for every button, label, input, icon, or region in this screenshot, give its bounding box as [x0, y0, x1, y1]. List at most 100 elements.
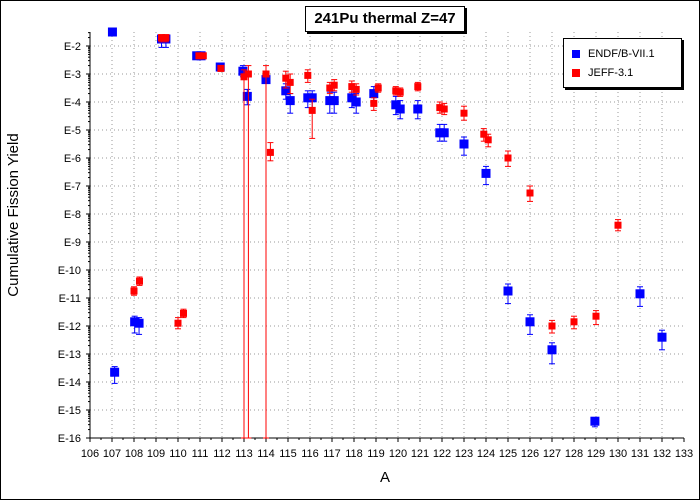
- point-endf: [590, 416, 600, 426]
- grid-lines: [90, 32, 684, 438]
- point-jeff: [436, 104, 444, 112]
- point-jeff: [162, 34, 170, 42]
- point-endf: [503, 286, 513, 296]
- point-jeff: [348, 83, 356, 91]
- y-tick-label: E-2: [64, 41, 81, 53]
- data-marks: [107, 27, 667, 439]
- point-jeff: [396, 88, 404, 96]
- chart-title: 241Pu thermal Z=47: [305, 6, 465, 32]
- y-tick-label: E-8: [64, 209, 81, 221]
- legend-item-endf: ENDF/B-VII.1: [572, 47, 655, 61]
- point-endf: [107, 27, 117, 37]
- legend-label-endf: ENDF/B-VII.1: [588, 48, 655, 60]
- x-tick-label: 127: [543, 448, 561, 460]
- y-tick-label: E-14: [58, 377, 81, 389]
- y-tick-label: E-3: [64, 69, 81, 81]
- x-tick-label: 132: [653, 448, 671, 460]
- point-jeff: [136, 277, 143, 285]
- x-tick-label: 107: [103, 448, 121, 460]
- point-endf: [459, 139, 469, 149]
- axes: [86, 32, 685, 442]
- point-endf: [439, 128, 449, 138]
- y-tick-label: E-11: [59, 293, 81, 305]
- x-tick-label: 115: [279, 448, 297, 460]
- point-jeff: [414, 83, 422, 91]
- point-jeff: [240, 73, 248, 81]
- point-jeff: [480, 130, 488, 138]
- x-tick-label: 106: [81, 448, 99, 460]
- point-endf: [285, 96, 295, 106]
- point-endf: [134, 318, 144, 328]
- point-endf: [395, 104, 405, 114]
- point-endf: [110, 367, 120, 377]
- x-tick-label: 126: [521, 448, 539, 460]
- x-tick-label: 112: [213, 448, 231, 460]
- legend-swatch-jeff: [572, 69, 580, 78]
- point-endf: [547, 345, 557, 355]
- x-tick-label: 133: [675, 448, 693, 460]
- x-tick-label: 124: [477, 448, 495, 460]
- x-tick-label: 110: [169, 448, 187, 460]
- point-jeff: [217, 64, 225, 72]
- y-tick-labels: E-2 E-3 E-4 E-5 E-6 E-7 E-8 E-9 E-10 E-11 E-12 E-13…: [58, 41, 81, 445]
- x-tick-label: 125: [499, 448, 517, 460]
- point-endf: [369, 89, 379, 99]
- point-endf: [238, 66, 248, 76]
- point-jeff: [374, 84, 382, 92]
- point-jeff: [244, 70, 252, 78]
- point-endf: [307, 93, 317, 103]
- x-tick-label: 122: [433, 448, 451, 460]
- point-jeff: [308, 106, 316, 114]
- point-jeff: [199, 52, 207, 60]
- point-jeff: [504, 154, 512, 162]
- point-endf: [635, 289, 645, 299]
- point-jeff: [614, 221, 622, 229]
- y-tick-label: E-5: [64, 125, 81, 137]
- point-jeff: [286, 78, 294, 86]
- point-jeff: [180, 309, 187, 317]
- y-axis-label: Cumulative Fission Yield: [5, 133, 22, 296]
- point-jeff: [460, 109, 468, 117]
- point-jeff: [570, 318, 578, 326]
- x-tick-label: 116: [301, 448, 319, 460]
- legend-item-jeff: JEFF-3.1: [572, 66, 633, 80]
- y-tick-label: E-16: [58, 433, 81, 445]
- point-jeff: [548, 322, 556, 330]
- x-tick-label: 108: [125, 448, 143, 460]
- point-jeff: [195, 52, 203, 60]
- point-endf: [657, 332, 667, 342]
- x-tick-label: 123: [455, 448, 473, 460]
- point-jeff: [130, 287, 138, 295]
- y-tick-label: E-9: [64, 237, 81, 249]
- point-endf: [281, 86, 291, 96]
- point-jeff: [592, 312, 600, 320]
- point-jeff: [304, 71, 312, 79]
- point-jeff: [484, 136, 492, 144]
- point-jeff: [282, 74, 290, 82]
- x-axis-label: A: [380, 469, 390, 486]
- point-jeff: [392, 87, 400, 95]
- x-tick-label: 114: [257, 448, 275, 460]
- x-tick-label: 109: [147, 448, 165, 460]
- x-tick-label: 111: [192, 448, 209, 460]
- x-tick-label: 118: [345, 448, 363, 460]
- legend: ENDF/B-VII.1 JEFF-3.1: [563, 38, 682, 88]
- y-tick-label: E-7: [64, 181, 81, 193]
- point-jeff: [174, 319, 182, 327]
- y-tick-label: E-10: [58, 265, 81, 277]
- legend-swatch-endf: [572, 50, 580, 59]
- x-tick-label: 130: [609, 448, 627, 460]
- x-tick-label: 128: [565, 448, 583, 460]
- point-jeff: [266, 148, 274, 156]
- y-tick-label: E-6: [64, 153, 81, 165]
- point-endf: [525, 317, 535, 327]
- point-endf: [481, 168, 491, 178]
- point-jeff: [526, 189, 534, 197]
- point-jeff: [158, 34, 165, 42]
- x-tick-label: 113: [235, 448, 253, 460]
- x-tick-label: 121: [411, 448, 429, 460]
- x-tick-label: 131: [631, 448, 649, 460]
- point-jeff: [330, 81, 338, 89]
- legend-label-jeff: JEFF-3.1: [588, 67, 634, 79]
